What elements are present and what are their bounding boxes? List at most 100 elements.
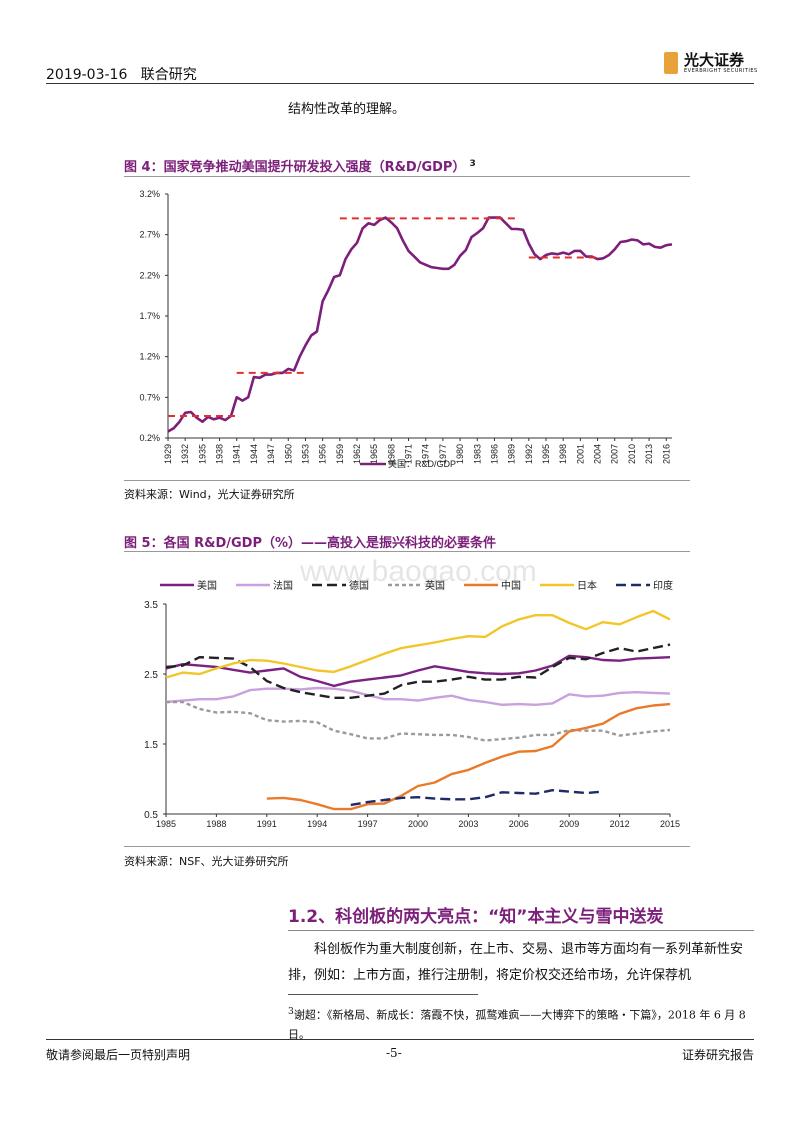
y-tick-label: 0.5 [144,810,158,821]
x-tick-label: 1983 [472,444,482,464]
section-heading: 1.2、科创板的两大亮点：“知”本主义与雪中送炭 [288,907,664,927]
figure4-footnote-ref: 3 [469,158,476,169]
x-tick-label: 1947 [266,444,276,464]
x-tick-label: 1995 [541,444,551,464]
company-logo: 光大证券 EVERBRIGHT SECURITIES [664,52,758,74]
logo-mark-icon [664,52,678,74]
y-tick-label: 3.5 [144,600,158,611]
series-line-6 [350,788,603,807]
figure5-chart: 0.5 1.5 2.5 3.5 1985 1988 1991 1994 1997 2000 2003… [144,579,680,829]
figure4-top-rule [124,176,690,177]
figure4-title: 图 4：国家竞争推动美国提升研发投入强度（R&D/GDP） 3 [124,156,476,175]
x-tick-label: 2009 [559,819,579,829]
x-tick-label: 1988 [206,819,226,829]
x-tick-label: 1971 [404,444,414,464]
legend-label-5: 日本 [577,579,597,592]
figure5-title: 图 5：各国 R&D/GDP（%）——高投入是振兴科技的必要条件 [124,536,496,551]
x-tick-label: 1992 [524,444,534,464]
header-divider [46,83,754,84]
x-tick-label: 2007 [610,444,620,464]
x-tick-label: 1994 [307,819,327,829]
y-tick-label: 0.7% [139,392,160,402]
x-tick-label: 2000 [408,819,428,829]
y-tick-label: 2.7% [139,230,160,240]
y-tick-label: 1.7% [139,311,160,321]
x-tick-label: 1929 [163,444,173,464]
series-line-4 [266,702,671,811]
series-line-5 [165,609,671,679]
x-tick-label: 1985 [156,819,176,829]
x-tick-label: 1977 [438,444,448,464]
series-line-0 [165,654,671,688]
x-tick-label: 1998 [558,444,568,464]
x-tick-label: 1956 [318,444,328,464]
x-tick-label: 1941 [232,444,242,464]
section-rule [288,930,754,931]
logo-name-cn: 光大证券 [684,51,745,69]
x-tick-label: 1965 [369,444,379,464]
report-date: 2019-03-16 [46,67,128,83]
legend-label-3: 英国 [425,579,445,592]
legend-label-2: 德国 [349,579,369,592]
x-tick-label: 1997 [358,819,378,829]
x-tick-label: 1962 [352,444,362,464]
figure4-source: 资料来源：Wind，光大证券研究所 [124,488,295,501]
legend-label-us: 美国：R&D/GDP [388,458,456,469]
x-tick-label: 2012 [610,819,630,829]
x-tick-label: 1935 [197,444,207,464]
section-paragraph: 科创板作为重大制度创新，在上市、交易、退市等方面均有一系列革新性安排，例如：上市… [288,942,744,983]
watermark: www.baogao.com [300,555,537,588]
legend-label-0: 美国 [197,579,217,592]
y-tick-label: 2.2% [139,270,160,280]
x-tick-label: 1950 [283,444,293,464]
intro-text: 结构性改革的理解。 [288,102,406,117]
x-tick-label: 1989 [507,444,517,464]
x-tick-label: 2006 [509,819,529,829]
figure5-bottom-rule [124,846,690,847]
figure5-top-rule [124,551,690,552]
y-tick-label: 1.2% [139,352,160,362]
x-tick-label: 2004 [593,444,603,464]
y-tick-label: 0.2% [139,433,160,443]
footnote-text: 谢超：《新格局、新成长：落霞不快，孤鹜难疯——大博弈下的策略・下篇》，2018 … [288,1008,746,1041]
x-tick-label: 2001 [575,444,585,464]
legend-label-6: 印度 [653,579,673,592]
footnote-num: 3 [288,1006,294,1017]
footer-report-type: 证券研究报告 [681,1048,754,1062]
x-tick-label: 1986 [489,444,499,464]
x-tick-label: 1980 [455,444,465,464]
x-tick-label: 2016 [661,444,671,464]
x-tick-label: 1974 [421,444,431,464]
series-line-2 [165,643,671,700]
footnote: 3谢超：《新格局、新成长：落霞不快，孤鹜难疯——大博弈下的策略・下篇》，2018… [288,1002,758,1044]
x-tick-label: 2015 [660,819,680,829]
page-number: -5- [386,1046,402,1060]
x-tick-label: 1932 [180,444,190,464]
report-section: 联合研究 [140,67,197,83]
legend-label-4: 中国 [501,579,521,592]
x-tick-label: 1938 [215,444,225,464]
x-tick-label: 2013 [644,444,654,464]
figure4-title-text: 图 4：国家竞争推动美国提升研发投入强度（R&D/GDP） [124,160,466,175]
x-tick-label: 1959 [335,444,345,464]
figure5-source: 资料来源：NSF、光大证券研究所 [124,855,289,868]
series-line-3 [166,700,671,742]
x-tick-label: 1953 [300,444,310,464]
y-tick-label: 2.5 [144,670,158,681]
legend-label-1: 法国 [273,579,293,592]
series-line-us [167,216,673,433]
x-tick-label: 2010 [627,444,637,464]
footer-disclaimer: 敬请参阅最后一页特别声明 [46,1048,191,1062]
logo-name-en: EVERBRIGHT SECURITIES [684,68,758,74]
x-tick-label: 2003 [458,819,478,829]
series-line-1 [165,686,671,707]
figure4-chart: 0.2% 0.7% 1.2% 1.7% 2.2% 2.7% 3.2% 1929 1932 1935… [139,189,673,469]
y-tick-label: 3.2% [139,189,160,199]
y-tick-label: 1.5 [144,740,158,751]
x-tick-label: 1991 [257,819,277,829]
x-tick-label: 1968 [386,444,396,464]
figure4-bottom-rule [124,480,690,481]
footer-divider [46,1039,754,1040]
footnote-rule [288,994,478,995]
x-tick-label: 1944 [249,444,259,464]
